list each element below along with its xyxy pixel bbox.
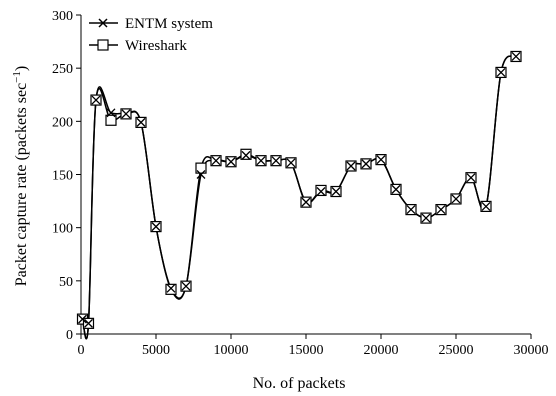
legend-item-wireshark: Wireshark (89, 38, 187, 54)
point-marker-entm (421, 213, 431, 223)
point-marker-entm (241, 150, 251, 160)
point-marker-entm (466, 173, 476, 183)
x-tick-label: 20000 (364, 343, 399, 358)
x-tick-label: 30000 (514, 343, 549, 358)
point-marker-entm (496, 67, 506, 77)
point-marker-entm (121, 109, 131, 119)
y-tick-label: 50 (59, 275, 73, 290)
legend-label-entm: ENTM system (125, 16, 213, 32)
x-axis-ticks: 0 5000 10000 15000 20000 25000 30000 (78, 334, 549, 358)
point-marker-entm (481, 201, 491, 211)
y-tick-label: 200 (52, 115, 73, 130)
y-axis-ticks: 0 50 100 150 200 250 300 (52, 9, 81, 343)
x-tick-label: 5000 (142, 343, 170, 358)
y-tick-label: 0 (66, 328, 73, 343)
point-marker-entm (256, 156, 266, 166)
x-axis-label: No. of packets (253, 375, 346, 392)
legend: ENTM system Wireshark (89, 16, 213, 54)
point-marker-wireshark (195, 162, 207, 174)
point-marker-entm (78, 314, 87, 324)
point-marker-wireshark (105, 114, 117, 126)
x-tick-label: 15000 (289, 343, 324, 358)
point-marker-entm (151, 222, 161, 232)
x-tick-label: 0 (78, 343, 85, 358)
y-tick-label: 300 (52, 9, 73, 24)
legend-item-entm: ENTM system (89, 16, 213, 32)
point-marker-entm (136, 117, 146, 127)
point-marker-entm (226, 157, 236, 167)
point-marker-entm (436, 205, 446, 215)
point-marker-entm (451, 194, 461, 204)
point-marker-entm (166, 283, 176, 293)
point-marker-entm (316, 187, 326, 196)
y-axis-label-text: Packet capture rate (packets sec (13, 83, 30, 286)
point-marker-entm (211, 156, 221, 166)
legend-marker-square (97, 39, 109, 51)
series-markers (76, 50, 522, 329)
x-tick-label: 25000 (439, 343, 474, 358)
point-marker-entm (511, 52, 521, 61)
y-tick-label: 250 (52, 62, 73, 77)
point-marker-entm (376, 155, 386, 165)
y-tick-label: 100 (52, 222, 73, 237)
y-axis-label: Packet capture rate (packets sec−1) (11, 66, 30, 286)
y-axis-label-superscript: −1 (11, 71, 23, 83)
point-marker-entm (181, 281, 191, 291)
point-marker-wireshark (165, 283, 177, 295)
point-marker-entm (346, 161, 356, 171)
point-marker-entm (271, 156, 281, 166)
point-marker-entm (196, 170, 206, 179)
point-marker-entm (361, 159, 371, 169)
point-marker-entm (331, 187, 341, 196)
point-marker-entm (106, 108, 116, 118)
x-tick-label: 10000 (214, 343, 249, 358)
point-marker-entm (406, 205, 416, 215)
point-marker-wireshark (315, 184, 327, 197)
y-axis-label-close: ) (13, 66, 30, 71)
point-marker-wireshark (240, 148, 252, 160)
y-tick-label: 150 (52, 169, 73, 184)
point-marker-entm (84, 318, 93, 328)
point-marker-entm (391, 184, 401, 194)
point-marker-entm (301, 197, 311, 207)
legend-marker-x (98, 18, 108, 28)
legend-label-wireshark: Wireshark (125, 38, 187, 54)
point-marker-entm (286, 158, 296, 168)
point-marker-entm (91, 95, 101, 105)
